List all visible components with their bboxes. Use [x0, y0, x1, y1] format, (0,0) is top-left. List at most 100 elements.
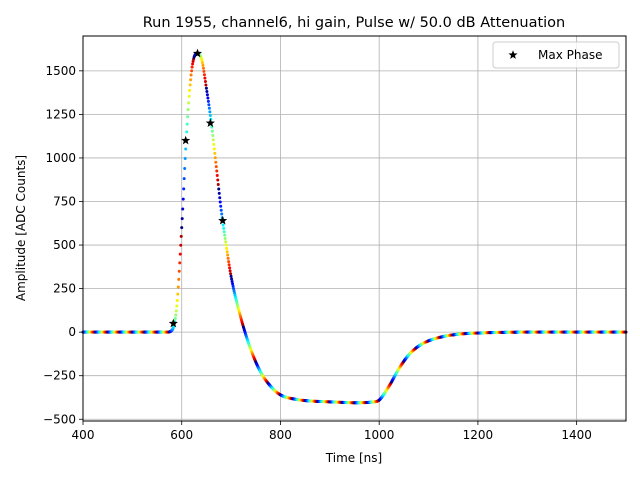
waveform-point [230, 279, 234, 283]
waveform-point [200, 58, 204, 62]
waveform-point [202, 69, 206, 73]
waveform-point [183, 157, 187, 161]
waveform-points [81, 51, 628, 405]
waveform-point [178, 252, 182, 256]
waveform-point [218, 200, 222, 204]
waveform-point [229, 274, 233, 278]
waveform-point [190, 69, 194, 73]
waveform-point [227, 263, 231, 267]
waveform-point [219, 208, 223, 212]
axis-ticks: 400 600 800 1000 1200 1400 −500 −250 0 250 500 750 1… [43, 64, 592, 442]
waveform-point [181, 207, 185, 211]
waveform-point [226, 253, 230, 257]
waveform-point [219, 204, 223, 208]
legend-star-shape [508, 50, 518, 59]
waveform-point [189, 73, 193, 77]
waveform-point [188, 88, 192, 92]
waveform-point [229, 272, 233, 276]
waveform-point [231, 284, 235, 288]
y-tick-label: 500 [53, 238, 76, 252]
waveform-point [232, 287, 236, 291]
waveform-point [181, 197, 185, 201]
waveform-point [184, 147, 188, 151]
waveform-point [206, 96, 210, 100]
y-tick-label: 0 [68, 325, 76, 339]
max-phase-star [205, 118, 215, 127]
max-phase-stars [168, 48, 228, 328]
waveform-point [207, 106, 211, 110]
waveform-point [190, 65, 194, 69]
waveform-point [203, 76, 207, 80]
waveform-point [173, 317, 177, 321]
waveform-point [208, 113, 212, 117]
waveform-point [221, 223, 225, 227]
legend: Max Phase [492, 41, 620, 69]
waveform-point [230, 277, 234, 281]
waveform-point [175, 298, 179, 302]
waveform-point [176, 285, 180, 289]
legend-box [492, 41, 620, 69]
waveform-point [224, 240, 228, 244]
x-tick-label: 1400 [561, 428, 592, 442]
waveform-point [182, 177, 186, 181]
waveform-point [214, 165, 218, 169]
waveform-point [185, 122, 189, 126]
waveform-point [204, 86, 208, 90]
waveform-point [189, 78, 193, 82]
waveform-point [217, 191, 221, 195]
waveform-point [222, 226, 226, 230]
plot-frame [82, 35, 627, 422]
waveform-point [207, 103, 211, 107]
waveform-point [215, 169, 219, 173]
waveform-point [214, 160, 218, 164]
waveform-point [216, 182, 220, 186]
x-tick-label: 400 [72, 428, 95, 442]
grid [82, 36, 626, 421]
waveform-point [225, 246, 229, 250]
waveform-point [179, 243, 183, 247]
waveform-point [224, 243, 228, 247]
waveform-point [228, 266, 232, 270]
legend-star-icon [508, 50, 518, 59]
waveform-point [187, 101, 191, 105]
waveform-point [205, 93, 209, 97]
waveform-point [201, 63, 205, 67]
waveform-point [180, 226, 184, 230]
waveform-point [201, 66, 205, 70]
waveform-point [213, 151, 217, 155]
waveform-point [215, 174, 219, 178]
waveform-point [188, 83, 192, 87]
waveform-point [177, 269, 181, 273]
max-phase-star [192, 48, 203, 58]
waveform-point [217, 187, 221, 191]
chart-title: Run 1955, channel6, hi gain, Pulse w/ 50… [143, 15, 566, 31]
waveform-point [191, 62, 195, 66]
waveform-point [179, 234, 183, 238]
waveform-point [211, 138, 215, 142]
waveform-point [175, 304, 179, 308]
waveform-point [177, 277, 181, 281]
waveform-point [223, 233, 227, 237]
waveform-point [183, 166, 187, 170]
waveform-point [202, 73, 206, 77]
waveform-point [222, 230, 226, 234]
waveform-point [182, 187, 186, 191]
y-tick-label: 1250 [45, 107, 76, 121]
waveform-point [186, 108, 190, 112]
y-tick-label: 250 [53, 282, 76, 296]
x-axis-label: Time [ns] [325, 451, 382, 465]
waveform-point [218, 196, 222, 200]
waveform-point [208, 110, 212, 114]
waveform-point [210, 129, 214, 133]
x-tick-label: 800 [269, 428, 292, 442]
y-axis-label: Amplitude [ADC Counts] [14, 155, 28, 301]
waveform-point [191, 59, 195, 63]
waveform-point [216, 178, 220, 182]
x-tick-label: 600 [170, 428, 193, 442]
waveform-point [220, 212, 224, 216]
waveform-point [176, 292, 180, 296]
x-tick-label: 1200 [463, 428, 494, 442]
legend-entry: Max Phase [538, 48, 602, 62]
waveform-point [174, 309, 178, 313]
